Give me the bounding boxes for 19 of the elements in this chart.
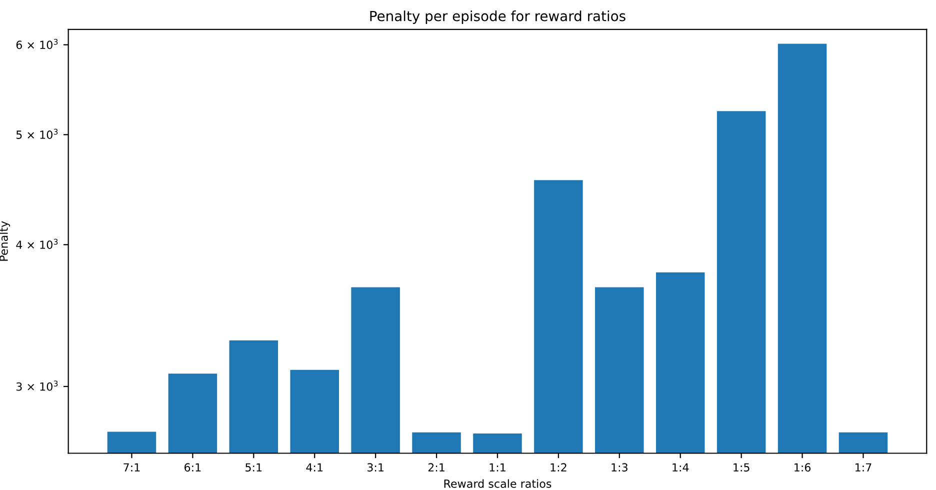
x-tick-label: 2:1 (428, 463, 444, 472)
x-tick-label: 1:6 (794, 463, 811, 472)
x-tick-label: 4:1 (306, 463, 323, 472)
y-tick-label: 4 × 10$^{3}$ (16, 238, 58, 249)
x-tick-label: 1:1 (490, 463, 506, 472)
x-tick-label: 1:5 (734, 463, 750, 472)
x-tick-label: 1:7 (856, 463, 872, 472)
x-tick-label: 1:4 (672, 463, 689, 472)
x-tick-label: 3:1 (367, 463, 384, 472)
y-tick-label: 3 × 10$^{3}$ (16, 380, 58, 391)
x-axis-title: Reward scale ratios (444, 479, 552, 488)
x-tick-label: 7:1 (124, 463, 140, 472)
x-tick-label: 1:3 (612, 463, 628, 472)
chart-title: Penalty per episode for reward ratios (370, 10, 626, 24)
x-tick-label: 6:1 (184, 463, 201, 472)
x-tick-label: 1:2 (550, 463, 566, 472)
y-tick-label: 6 × 10$^{3}$ (16, 38, 58, 50)
y-tick-label: 5 × 10$^{3}$ (16, 128, 58, 139)
x-tick-label: 5:1 (246, 463, 262, 472)
